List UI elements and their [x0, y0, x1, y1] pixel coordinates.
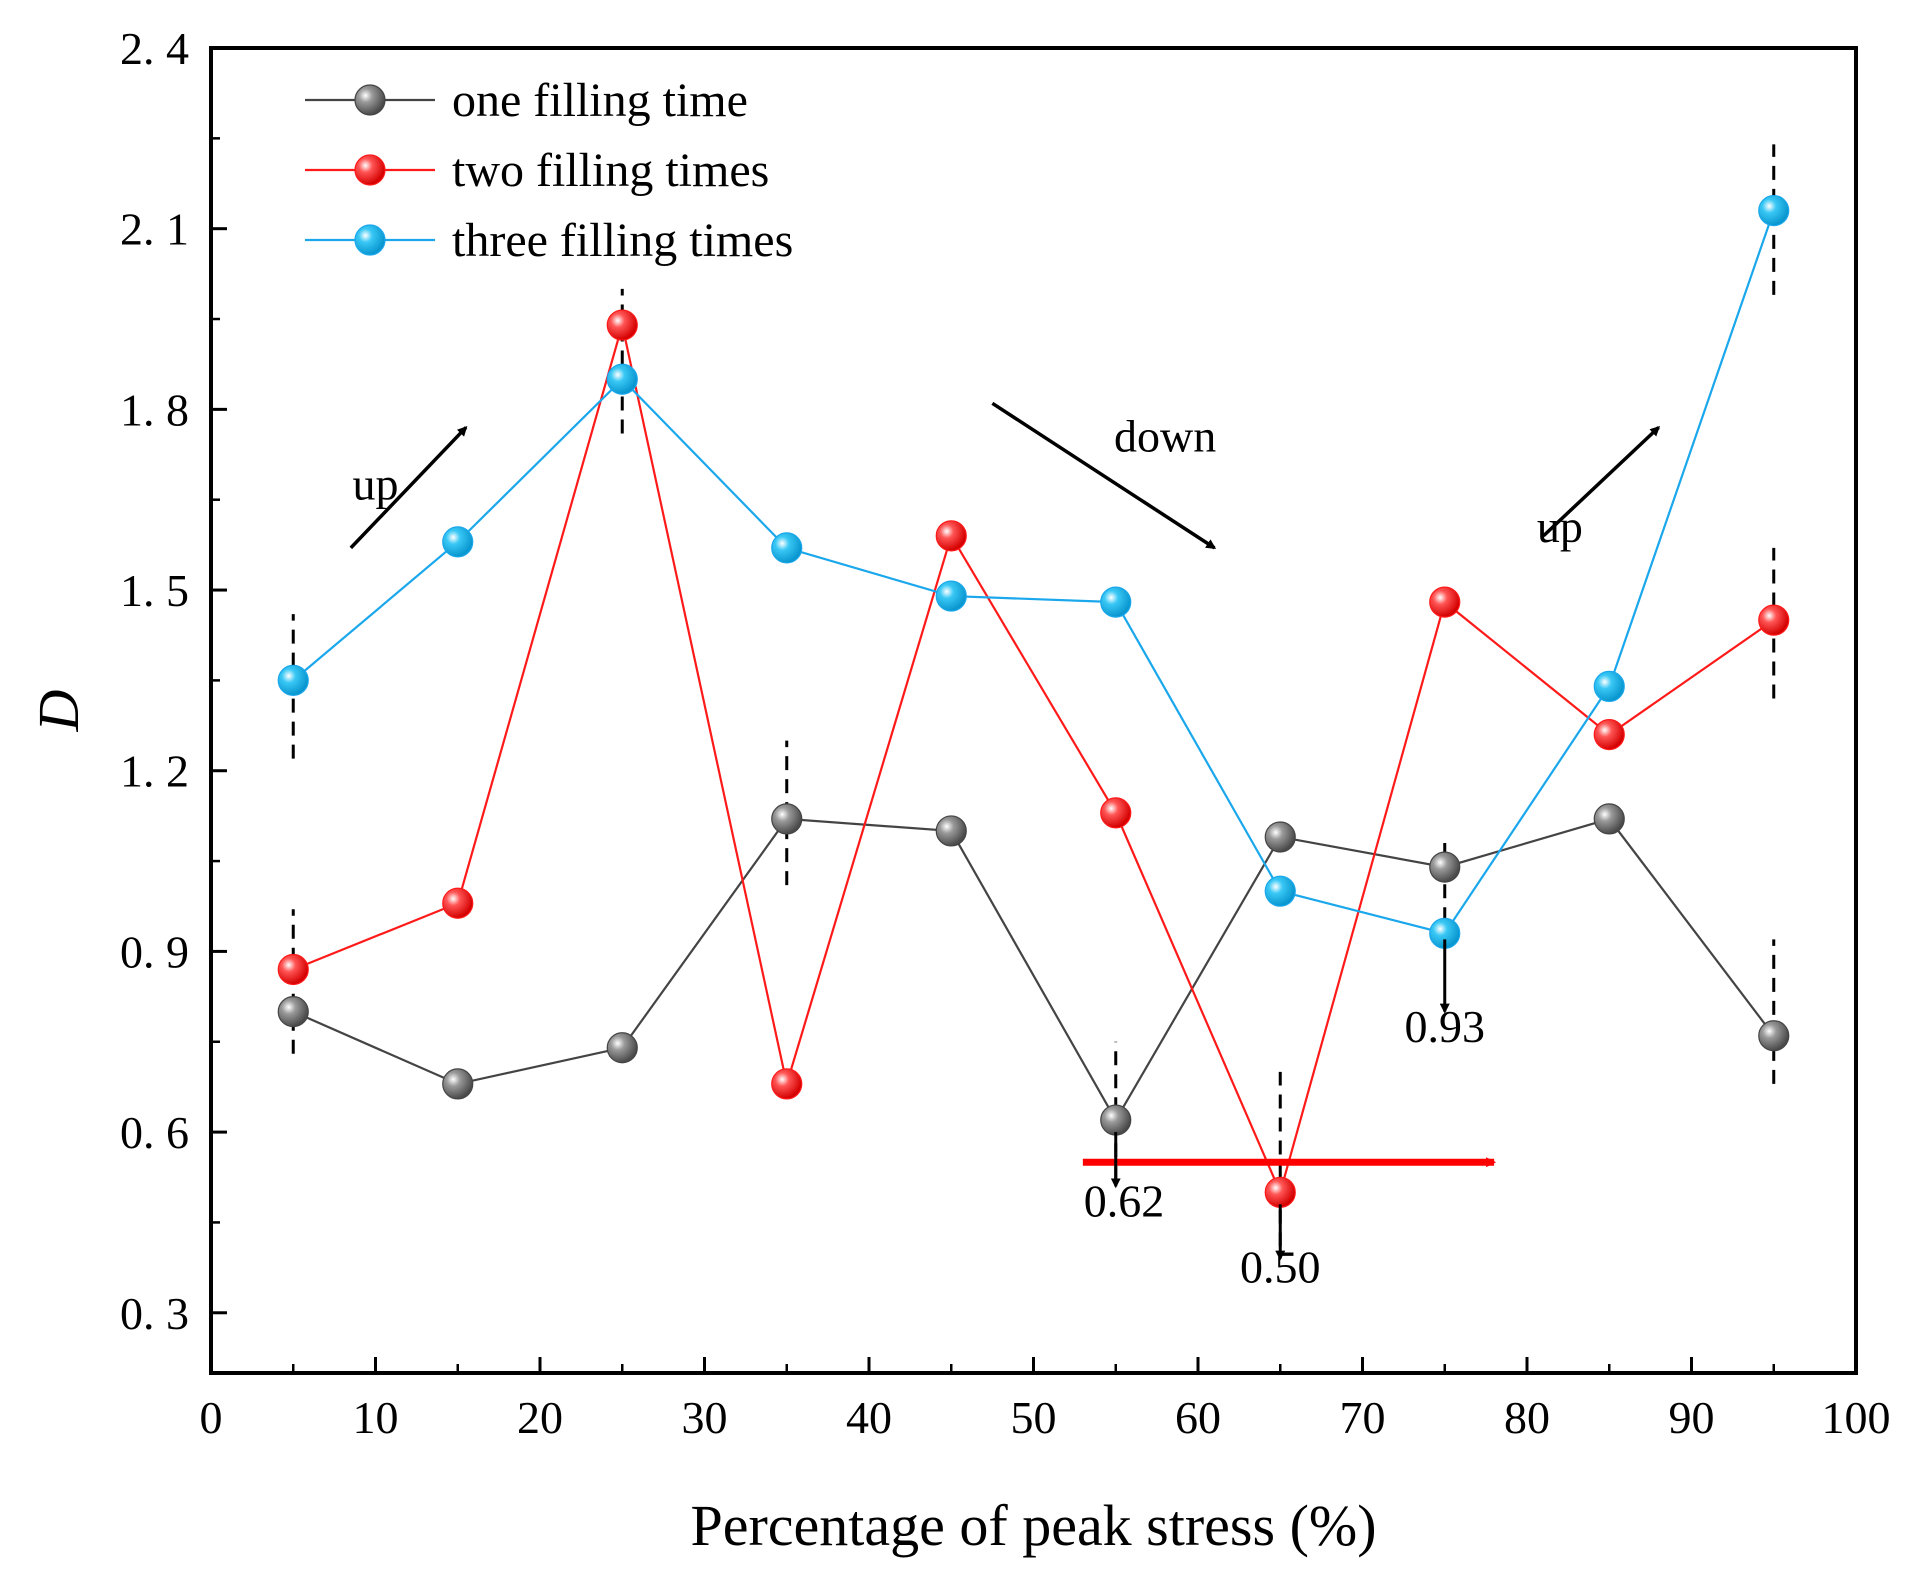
- y-tick-label: 0. 3: [120, 1288, 189, 1339]
- y-tick-label: 1. 5: [120, 565, 189, 616]
- data-point-series-2: [1593, 718, 1625, 751]
- x-tick-label: 50: [1011, 1392, 1057, 1443]
- up-arrow-left: [349, 425, 468, 550]
- data-point-series-1: [935, 815, 967, 847]
- y-tick-label: 0. 6: [120, 1107, 189, 1158]
- legend-label: two filling times: [452, 144, 769, 197]
- y-tick-label: 1. 8: [120, 384, 189, 435]
- y-tick-label: 1. 2: [120, 746, 189, 797]
- legend-label: three filling times: [452, 214, 793, 267]
- data-point-series-1: [771, 803, 803, 835]
- annotation-label: 0.93: [1405, 1001, 1486, 1052]
- up-arrow-right: [1542, 426, 1661, 538]
- data-point-series-2: [277, 953, 309, 986]
- legend-label: one filling time: [452, 74, 748, 127]
- data-point-series-3: [277, 664, 309, 696]
- data-point-series-1: [1429, 851, 1461, 883]
- data-point-series-1: [1100, 1104, 1132, 1136]
- data-point-series-3: [606, 363, 638, 395]
- data-point-series-3: [935, 580, 967, 612]
- y-tick-label: 2. 4: [120, 23, 189, 74]
- legend-marker-3: [354, 224, 386, 256]
- x-tick-label: 10: [353, 1392, 399, 1443]
- x-tick-label: 90: [1669, 1392, 1715, 1443]
- legend-marker-1: [354, 84, 386, 116]
- legend-marker-2: [354, 154, 386, 186]
- x-tick-label: 60: [1175, 1392, 1221, 1443]
- data-point-series-2: [935, 520, 967, 552]
- data-point-series-2: [771, 1068, 803, 1100]
- series-line-1: [292, 817, 1775, 1123]
- data-point-series-1: [606, 1032, 638, 1064]
- x-axis-title: Percentage of peak stress (%): [690, 1493, 1376, 1558]
- annotation-label: 0.62: [1084, 1175, 1165, 1226]
- y-axis-title: D: [26, 689, 91, 732]
- x-tick-label: 20: [517, 1392, 563, 1443]
- data-point-series-3: [1100, 586, 1132, 618]
- data-point-series-1: [1264, 821, 1296, 853]
- data-point-series-1: [1758, 1020, 1790, 1052]
- data-point-series-2: [606, 309, 638, 341]
- annotation-label: up: [1537, 501, 1583, 552]
- data-point-series-3: [1758, 195, 1790, 227]
- series-line-2: [292, 324, 1775, 1196]
- data-point-series-2: [1264, 1176, 1296, 1208]
- x-tick-label: 30: [682, 1392, 728, 1443]
- data-point-series-2: [442, 887, 474, 919]
- data-point-series-1: [1593, 803, 1625, 835]
- annotation-label: up: [353, 459, 399, 510]
- data-point-series-2: [1100, 797, 1132, 829]
- data-point-series-2: [1758, 604, 1790, 636]
- x-tick-label: 70: [1340, 1392, 1386, 1443]
- y-tick-label: 2. 1: [120, 204, 189, 255]
- x-tick-label: 40: [846, 1392, 892, 1443]
- annotation-label: 0.50: [1240, 1242, 1321, 1293]
- annotation-label: down: [1114, 411, 1216, 462]
- data-point-series-3: [771, 532, 803, 564]
- y-tick-label: 0. 9: [120, 926, 189, 977]
- series-line-3: [292, 210, 1775, 935]
- data-point-series-3: [1264, 875, 1296, 907]
- data-point-series-2: [1429, 586, 1461, 618]
- data-point-series-1: [277, 996, 309, 1028]
- x-tick-label: 100: [1822, 1392, 1891, 1443]
- x-tick-label: 0: [200, 1392, 223, 1443]
- x-tick-label: 80: [1504, 1392, 1550, 1443]
- data-point-series-3: [1593, 670, 1625, 703]
- data-point-series-3: [442, 526, 474, 558]
- data-point-series-1: [442, 1068, 474, 1100]
- down-arrow: [991, 401, 1217, 550]
